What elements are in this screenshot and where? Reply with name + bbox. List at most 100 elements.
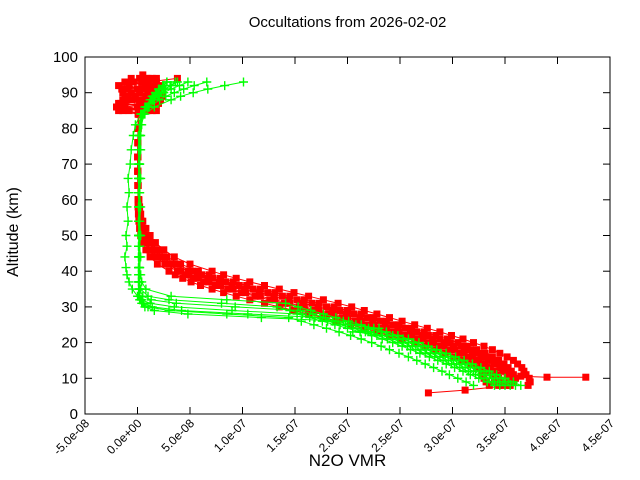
square-marker [386, 314, 393, 322]
square-marker [443, 335, 451, 343]
square-marker [293, 296, 301, 304]
square-marker [407, 328, 414, 336]
square-marker [134, 153, 142, 161]
square-marker [445, 346, 453, 354]
square-marker [330, 310, 338, 318]
square-marker [189, 274, 197, 282]
square-marker [232, 292, 240, 300]
square-marker [246, 296, 254, 304]
square-marker [146, 239, 154, 247]
square-marker [364, 314, 371, 322]
square-marker [423, 324, 431, 332]
square-marker [315, 299, 323, 307]
square-marker [395, 328, 403, 336]
occultation-profiles-red [113, 71, 590, 397]
square-marker [194, 267, 202, 275]
square-marker [125, 78, 133, 86]
square-marker [136, 96, 144, 104]
square-marker [229, 285, 237, 293]
square-marker [151, 239, 159, 247]
square-marker [498, 364, 506, 372]
y-tick-label: 70 [61, 156, 78, 173]
square-marker [134, 182, 142, 189]
square-marker [473, 346, 481, 354]
square-marker [319, 296, 327, 304]
square-marker [134, 167, 142, 175]
square-marker [509, 356, 517, 364]
square-marker [121, 78, 129, 86]
square-marker [194, 274, 202, 282]
square-marker [351, 317, 359, 325]
square-marker [211, 282, 219, 289]
square-marker [142, 239, 150, 247]
square-marker [305, 292, 313, 300]
square-marker [125, 96, 133, 104]
square-marker [373, 310, 381, 318]
square-marker [188, 267, 196, 275]
chart-title: Occultations from 2026-02-02 [248, 14, 447, 31]
square-marker [152, 74, 160, 82]
square-marker [334, 299, 342, 307]
square-marker [119, 89, 127, 97]
square-marker [153, 260, 161, 268]
x-tick-label: 4.5e-07 [578, 416, 617, 455]
square-marker [261, 282, 268, 289]
square-marker [486, 364, 494, 372]
square-marker [186, 260, 194, 268]
x-tick-label: 1.0e-07 [211, 416, 250, 455]
square-marker [125, 82, 133, 90]
square-marker [249, 285, 257, 293]
square-marker [468, 349, 476, 357]
square-marker [308, 299, 316, 307]
square-marker [144, 78, 152, 86]
square-marker [121, 103, 129, 111]
square-marker [113, 103, 120, 111]
square-marker [163, 260, 171, 268]
square-marker [271, 289, 279, 297]
square-marker [215, 278, 223, 286]
square-marker [514, 360, 522, 368]
square-marker [543, 373, 551, 381]
square-marker [420, 328, 428, 336]
square-marker [125, 107, 133, 115]
square-marker [205, 278, 213, 286]
square-marker [185, 271, 193, 279]
square-marker [144, 89, 152, 97]
square-marker [454, 339, 462, 347]
square-marker [170, 253, 178, 261]
y-tick-label: 30 [61, 299, 78, 316]
y-tick-label: 50 [61, 228, 78, 245]
square-marker [503, 353, 511, 361]
square-marker [480, 342, 488, 350]
square-marker [137, 224, 145, 232]
square-marker [356, 314, 364, 322]
square-marker [440, 342, 448, 350]
square-marker [205, 271, 213, 279]
square-marker [138, 85, 146, 93]
square-marker [501, 367, 509, 375]
square-marker [121, 92, 129, 100]
square-marker [251, 292, 259, 300]
square-marker [146, 232, 154, 239]
x-tick-label: 3.5e-07 [473, 416, 512, 455]
square-marker [152, 78, 160, 86]
square-marker [217, 282, 224, 289]
square-marker [127, 74, 135, 82]
plus-markers [134, 77, 478, 390]
square-marker [398, 317, 406, 325]
square-marker [184, 267, 192, 275]
square-marker [243, 282, 251, 289]
square-marker [482, 353, 490, 361]
square-marker [520, 367, 528, 375]
square-marker [256, 292, 264, 300]
square-marker [382, 317, 390, 325]
square-marker [261, 299, 268, 307]
square-marker [300, 296, 308, 304]
square-marker [144, 82, 152, 90]
square-marker [338, 314, 346, 322]
square-marker [451, 346, 459, 354]
square-marker [330, 303, 338, 311]
square-marker [152, 107, 160, 115]
